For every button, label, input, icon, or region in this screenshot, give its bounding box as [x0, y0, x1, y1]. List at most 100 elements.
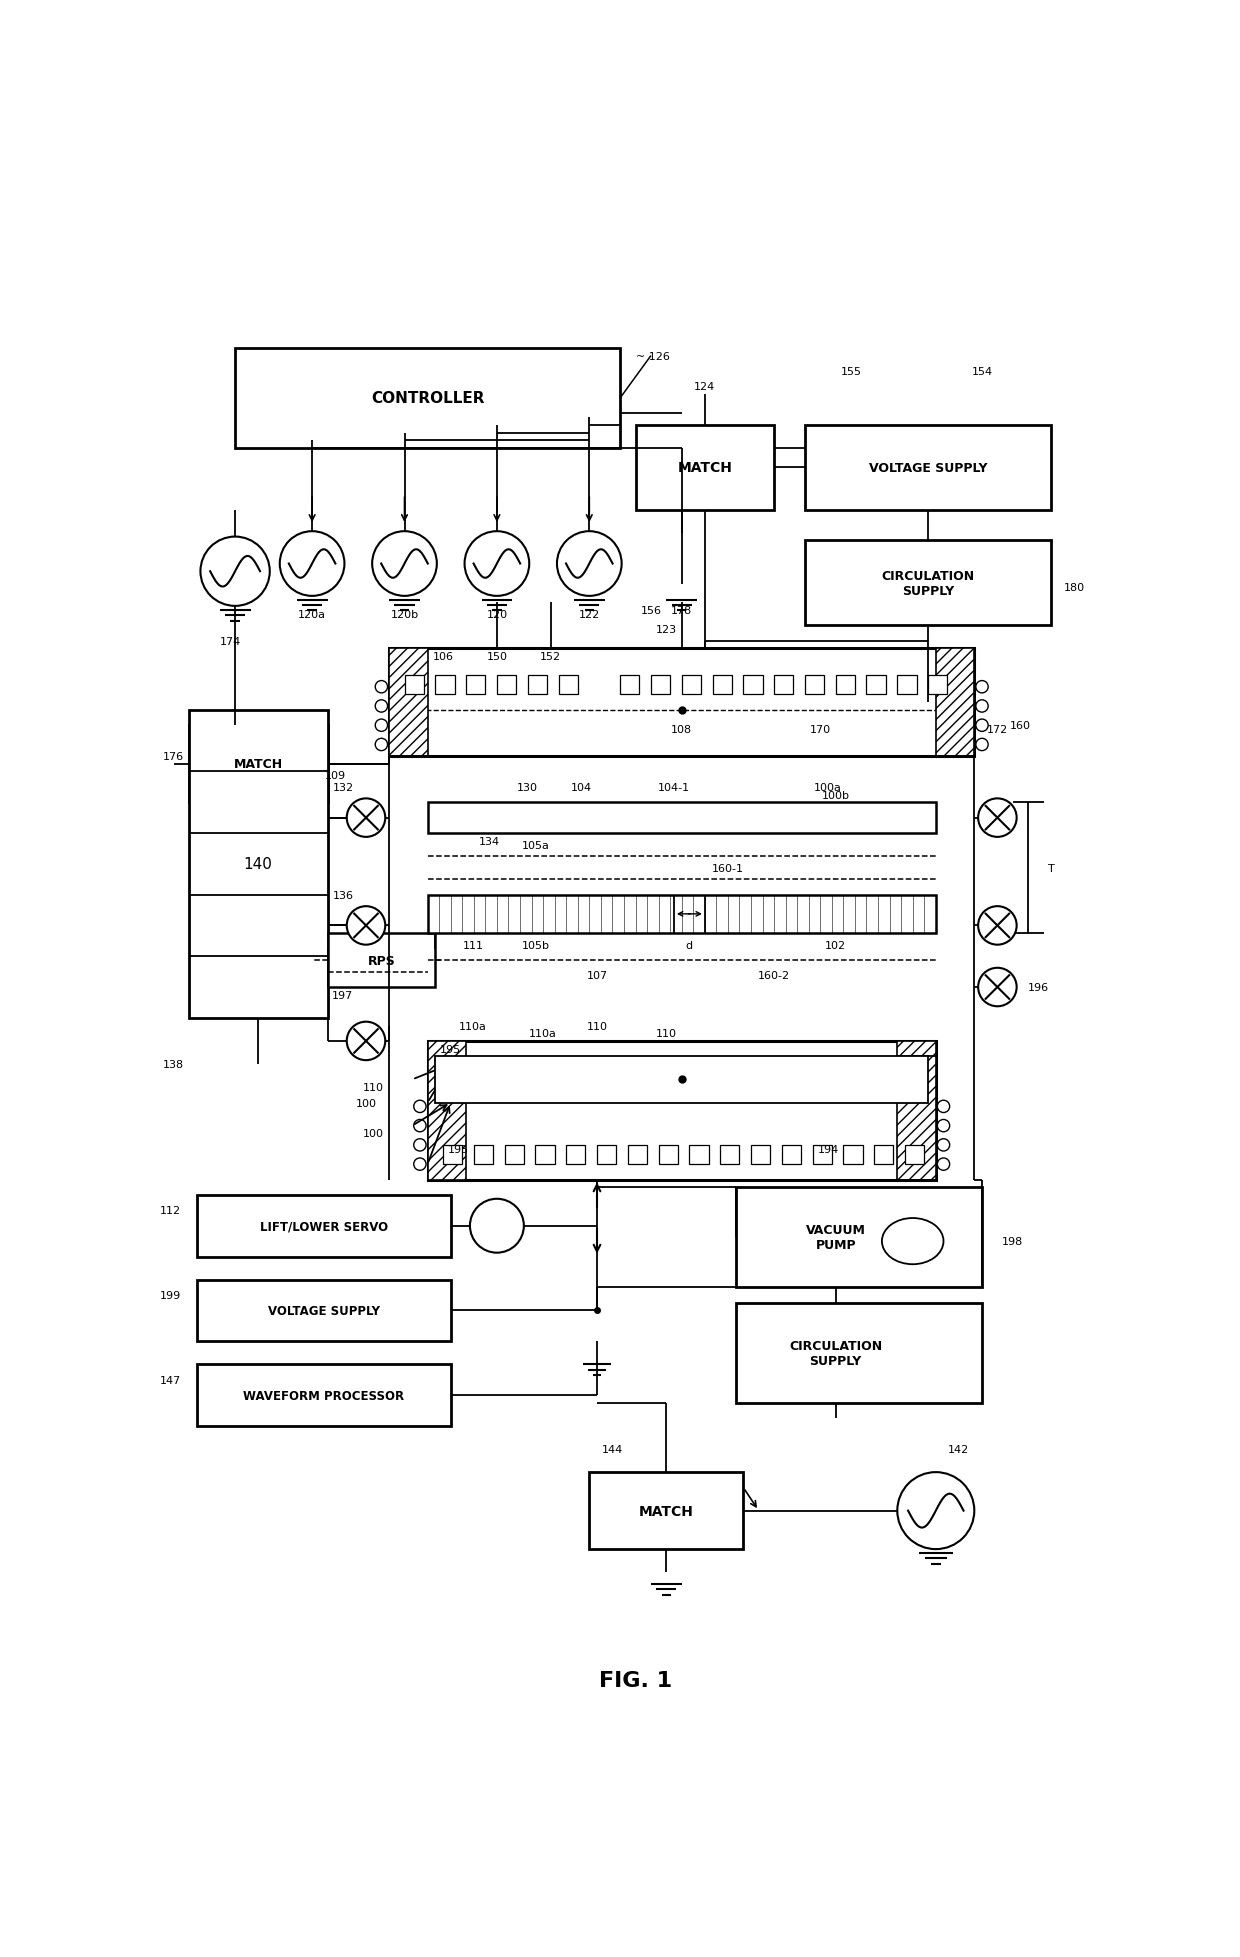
Text: 123: 123: [656, 624, 677, 634]
FancyBboxPatch shape: [528, 675, 547, 695]
FancyBboxPatch shape: [505, 1145, 523, 1164]
Text: 112: 112: [160, 1206, 181, 1215]
Text: 180: 180: [1064, 583, 1085, 593]
Text: 199: 199: [160, 1290, 181, 1299]
Text: 100a: 100a: [815, 783, 842, 793]
FancyBboxPatch shape: [197, 1196, 450, 1256]
Text: 111: 111: [464, 939, 485, 951]
Text: 110a: 110a: [459, 1022, 486, 1031]
FancyBboxPatch shape: [620, 675, 640, 695]
Text: d: d: [686, 939, 693, 951]
FancyBboxPatch shape: [474, 1145, 494, 1164]
Text: 107: 107: [587, 971, 608, 980]
Text: MATCH: MATCH: [677, 462, 733, 476]
Bar: [389, 650, 428, 757]
Text: 120: 120: [486, 609, 507, 618]
Text: RPS: RPS: [367, 955, 396, 967]
Circle shape: [372, 532, 436, 597]
Text: VACUUM
PUMP: VACUUM PUMP: [806, 1223, 866, 1252]
Text: FIG. 1: FIG. 1: [599, 1669, 672, 1691]
FancyBboxPatch shape: [435, 675, 455, 695]
Text: 195: 195: [448, 1145, 469, 1155]
Text: 176: 176: [162, 751, 184, 761]
Text: 196: 196: [1028, 982, 1049, 992]
FancyBboxPatch shape: [435, 1057, 928, 1104]
Text: 104: 104: [572, 783, 593, 793]
FancyBboxPatch shape: [743, 675, 763, 695]
Bar: [936, 650, 975, 757]
Circle shape: [470, 1200, 523, 1252]
FancyBboxPatch shape: [781, 1145, 801, 1164]
Bar: [898, 1041, 936, 1180]
FancyBboxPatch shape: [536, 1145, 554, 1164]
FancyBboxPatch shape: [720, 1145, 739, 1164]
Text: 110a: 110a: [529, 1029, 557, 1039]
FancyBboxPatch shape: [898, 675, 916, 695]
Text: 120b: 120b: [391, 609, 419, 618]
FancyBboxPatch shape: [428, 802, 936, 834]
Text: 195: 195: [440, 1045, 461, 1055]
Text: CONTROLLER: CONTROLLER: [371, 391, 485, 407]
Bar: [428, 1041, 466, 1180]
Text: 110: 110: [587, 1022, 608, 1031]
Text: 144: 144: [601, 1444, 622, 1454]
Circle shape: [347, 1022, 386, 1061]
Circle shape: [978, 906, 1017, 945]
Text: MATCH: MATCH: [233, 757, 283, 771]
Circle shape: [347, 906, 386, 945]
Text: 197: 197: [332, 990, 353, 1000]
FancyBboxPatch shape: [236, 348, 620, 448]
FancyBboxPatch shape: [558, 675, 578, 695]
Text: 109: 109: [325, 771, 346, 781]
FancyBboxPatch shape: [658, 1145, 678, 1164]
FancyBboxPatch shape: [428, 1041, 936, 1180]
FancyBboxPatch shape: [188, 710, 327, 1018]
Text: 110: 110: [363, 1082, 384, 1092]
Text: 174: 174: [219, 636, 241, 646]
FancyBboxPatch shape: [627, 1145, 647, 1164]
Text: 110: 110: [656, 1029, 677, 1039]
FancyBboxPatch shape: [843, 1145, 863, 1164]
FancyBboxPatch shape: [928, 675, 947, 695]
Circle shape: [280, 532, 345, 597]
FancyBboxPatch shape: [404, 675, 424, 695]
FancyBboxPatch shape: [836, 675, 854, 695]
Text: 150: 150: [486, 652, 507, 661]
FancyBboxPatch shape: [713, 675, 732, 695]
FancyBboxPatch shape: [635, 427, 774, 511]
FancyBboxPatch shape: [805, 675, 825, 695]
Text: 100: 100: [363, 1129, 384, 1139]
Circle shape: [978, 798, 1017, 838]
Text: 102: 102: [825, 939, 846, 951]
Text: 105a: 105a: [522, 840, 549, 849]
Text: ~ 126: ~ 126: [635, 352, 670, 362]
Text: 108: 108: [671, 724, 692, 734]
Text: 198: 198: [1002, 1237, 1023, 1247]
FancyBboxPatch shape: [682, 675, 701, 695]
Text: VOLTAGE SUPPLY: VOLTAGE SUPPLY: [268, 1303, 379, 1317]
Text: 105b: 105b: [521, 939, 549, 951]
FancyBboxPatch shape: [197, 1280, 450, 1343]
FancyBboxPatch shape: [805, 427, 1052, 511]
Text: 170: 170: [810, 724, 831, 734]
Text: 100: 100: [356, 1098, 377, 1108]
Text: 132: 132: [332, 783, 353, 793]
Text: 136: 136: [332, 890, 353, 900]
Text: 100b: 100b: [822, 791, 849, 800]
Text: 124: 124: [694, 382, 715, 391]
Text: T: T: [1048, 863, 1055, 873]
Circle shape: [978, 969, 1017, 1006]
Text: 120a: 120a: [298, 609, 326, 618]
Circle shape: [557, 532, 621, 597]
FancyBboxPatch shape: [735, 1303, 982, 1403]
Text: 142: 142: [949, 1444, 970, 1454]
FancyBboxPatch shape: [812, 1145, 832, 1164]
Text: MATCH: MATCH: [639, 1503, 693, 1519]
Text: 155: 155: [841, 366, 862, 378]
Text: 130: 130: [517, 783, 538, 793]
Text: 147: 147: [160, 1376, 181, 1386]
Text: 138: 138: [162, 1059, 184, 1069]
FancyBboxPatch shape: [874, 1145, 894, 1164]
FancyBboxPatch shape: [197, 1364, 450, 1427]
Text: 134: 134: [479, 836, 500, 845]
